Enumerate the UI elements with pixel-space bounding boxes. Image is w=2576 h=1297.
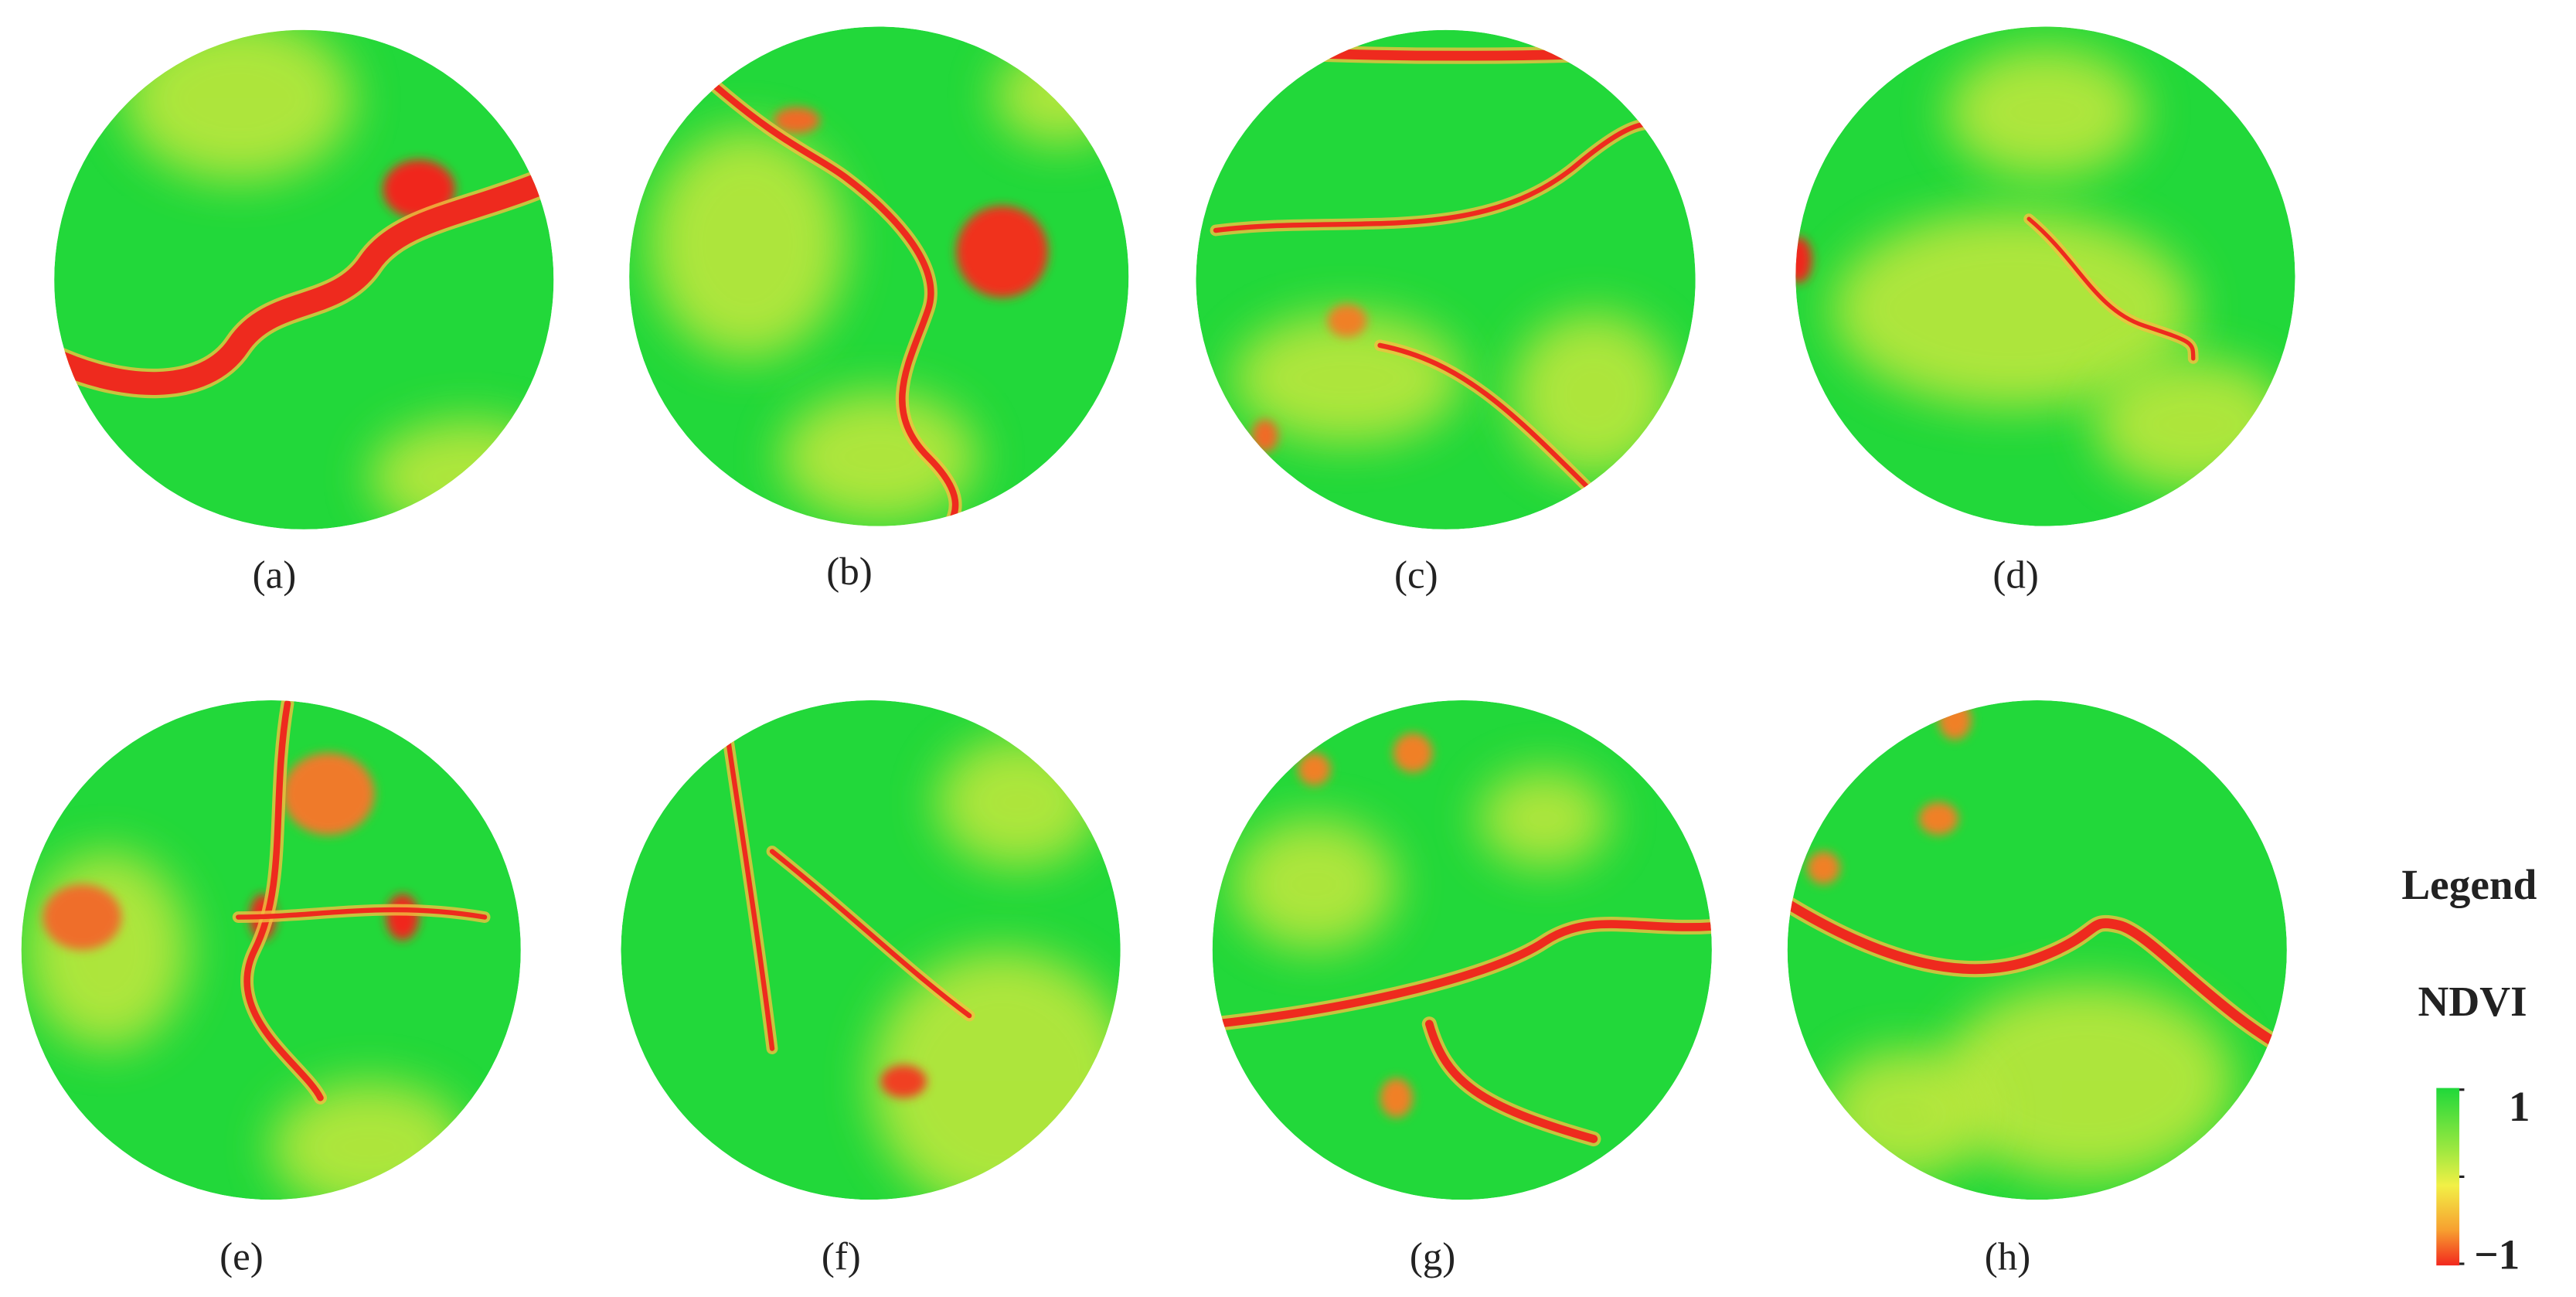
vegetation-zone: [24, 851, 189, 1049]
vegetation-zone: [1232, 819, 1397, 951]
panel-label: (e): [219, 1236, 264, 1279]
panel-label: (h): [1985, 1236, 2030, 1279]
legend: Legend NDVI 1 −1: [2401, 861, 2537, 1278]
low-ndvi-area: [956, 206, 1049, 298]
legend-min: −1: [2474, 1231, 2520, 1278]
river: [1212, 920, 1712, 1029]
river: [769, 849, 972, 1019]
river: [720, 701, 775, 1051]
vegetation-zone: [369, 419, 554, 529]
map-panel: [629, 26, 1129, 526]
map-base: [21, 700, 521, 1200]
vegetation-zone: [994, 46, 1126, 145]
panel-label: (d): [1992, 553, 2038, 597]
low-ndvi-area: [1327, 304, 1367, 338]
vegetation-zone: [1479, 769, 1611, 868]
low-ndvi-area: [1251, 419, 1278, 452]
map-image: [54, 29, 554, 529]
river: [1424, 1020, 1598, 1143]
river: [236, 907, 488, 920]
map-image: [21, 700, 521, 1200]
low-ndvi-area: [1380, 1077, 1414, 1118]
map-image: [1212, 700, 1712, 1200]
panel-label: (b): [826, 550, 872, 594]
map-panel: [621, 700, 1121, 1200]
low-ndvi-area: [1393, 733, 1433, 773]
map-panel: [54, 29, 554, 529]
river: [1787, 895, 2287, 1062]
vegetation-zone: [1938, 982, 2234, 1180]
river: [2026, 216, 2196, 361]
map-panel: [21, 700, 521, 1200]
river: [243, 700, 324, 1101]
map-image: [1196, 29, 1696, 529]
legend-max: 1: [2509, 1083, 2530, 1130]
low-ndvi-area: [880, 1064, 927, 1098]
low-ndvi-area: [774, 107, 820, 134]
map-image: [1795, 26, 2295, 526]
low-ndvi-area: [1918, 802, 1958, 836]
vegetation-zone: [1832, 210, 2193, 408]
map-image: [629, 26, 1129, 526]
vegetation-zone: [2094, 358, 2292, 490]
vegetation-zone: [1946, 46, 2144, 179]
legend-title: Legend: [2401, 861, 2537, 908]
map-panel: [1212, 700, 1712, 1200]
vegetation-zone: [123, 29, 354, 182]
panel-label: (g): [1410, 1236, 1455, 1279]
low-ndvi-area: [43, 884, 122, 951]
low-ndvi-area: [1795, 237, 1812, 284]
vegetation-zone: [780, 391, 978, 523]
panel-label: (a): [253, 553, 297, 597]
vegetation-zone: [1511, 312, 1676, 477]
river: [695, 67, 959, 526]
river: [54, 153, 554, 395]
vegetation-zone: [1823, 1048, 1989, 1180]
low-ndvi-area: [282, 752, 375, 836]
map-panel: [1196, 29, 1696, 529]
low-ndvi-area: [1938, 700, 1972, 740]
color-bar: [2436, 1088, 2460, 1266]
map-panel: [1787, 700, 2287, 1200]
panel-label: (f): [822, 1236, 861, 1279]
low-ndvi-area: [386, 894, 420, 941]
legend-label: NDVI: [2418, 978, 2527, 1025]
map-image: [1787, 700, 2287, 1200]
vegetation-zone: [1232, 312, 1462, 444]
vegetation-zone: [271, 1081, 468, 1200]
river: [1377, 342, 1597, 496]
vegetation-zone: [648, 128, 846, 359]
map-image: [621, 700, 1121, 1200]
panel-label: (c): [1394, 553, 1438, 597]
map-base: [1212, 700, 1712, 1200]
low-ndvi-area: [1298, 752, 1331, 786]
vegetation-zone: [936, 736, 1101, 868]
low-ndvi-area: [1807, 851, 1840, 885]
panels: (a) (b) (c) (d) (e) (f) (g) (h): [21, 26, 2295, 1279]
map-panel: [1795, 26, 2295, 526]
